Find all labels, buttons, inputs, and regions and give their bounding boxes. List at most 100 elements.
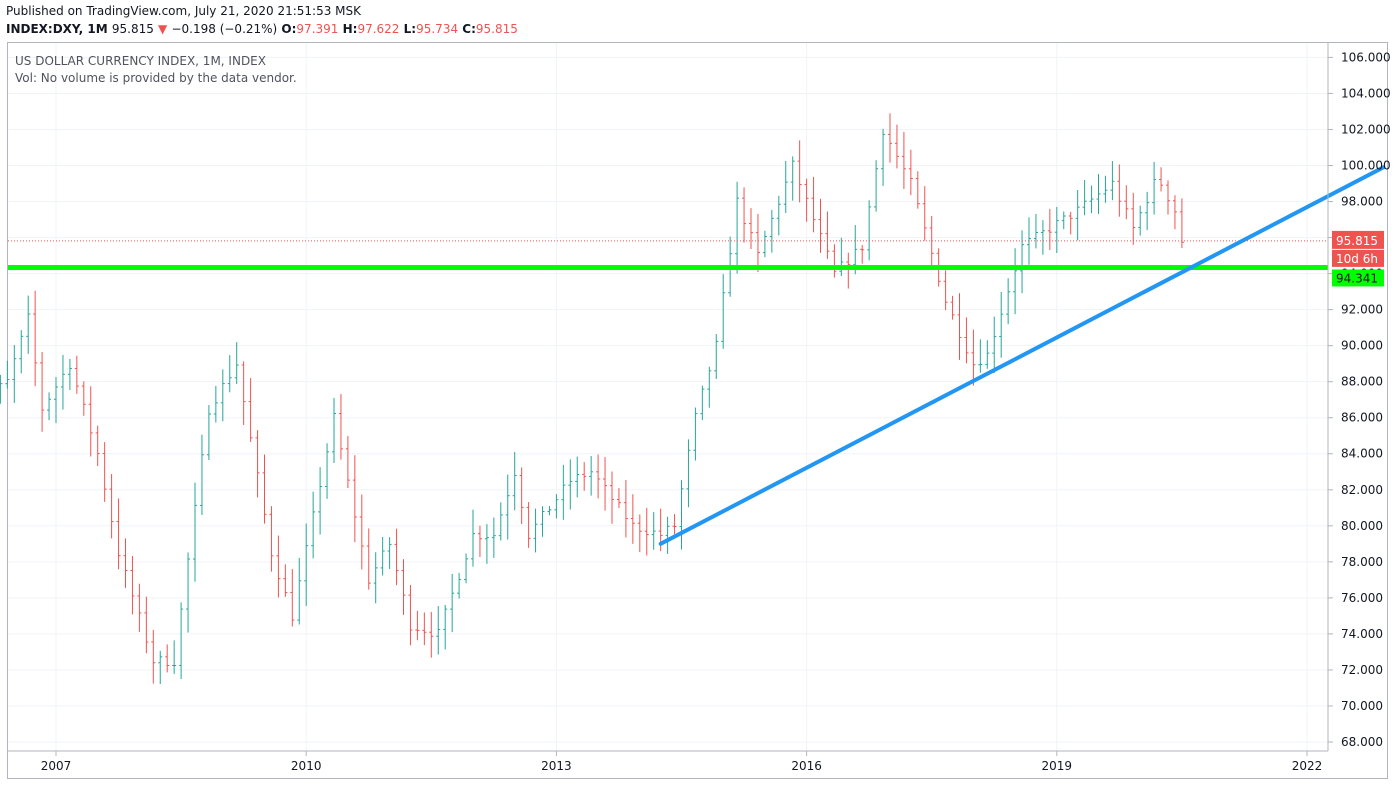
ohlc-bar[interactable]	[860, 245, 865, 264]
symbol-label[interactable]: INDEX:DXY, 1M	[6, 22, 108, 36]
ohlc-bar[interactable]	[1110, 161, 1115, 201]
ohlc-bar[interactable]	[1179, 198, 1184, 248]
ohlc-bar[interactable]	[846, 252, 851, 289]
ohlc-bar[interactable]	[332, 397, 336, 464]
ohlc-bar[interactable]	[234, 342, 239, 384]
ohlc-bar[interactable]	[186, 552, 191, 633]
ohlc-bar[interactable]	[1089, 185, 1094, 214]
ohlc-bar[interactable]	[366, 528, 371, 590]
ohlc-bar[interactable]	[436, 606, 441, 655]
ohlc-bar[interactable]	[311, 491, 316, 559]
ohlc-bar[interactable]	[269, 506, 274, 572]
ohlc-bar[interactable]	[130, 556, 135, 615]
ohlc-bar[interactable]	[623, 479, 628, 538]
ohlc-bar[interactable]	[491, 517, 496, 558]
ohlc-bar[interactable]	[721, 274, 726, 349]
ohlc-bar[interactable]	[477, 525, 482, 557]
ohlc-bar[interactable]	[408, 585, 413, 646]
ohlc-bar[interactable]	[352, 455, 357, 543]
ohlc-bar[interactable]	[672, 514, 677, 535]
ohlc-bar[interactable]	[797, 140, 802, 203]
ohlc-bar[interactable]	[804, 178, 809, 222]
ohlc-bar[interactable]	[151, 629, 156, 684]
ohlc-bar[interactable]	[992, 316, 997, 374]
ohlc-bar[interactable]	[832, 244, 837, 278]
ohlc-bar[interactable]	[596, 454, 601, 499]
ohlc-bar[interactable]	[874, 160, 879, 212]
ohlc-bar[interactable]	[12, 344, 17, 403]
ohlc-bar[interactable]	[957, 293, 962, 360]
ohlc-bar[interactable]	[1047, 208, 1052, 251]
ohlc-bar[interactable]	[929, 215, 934, 268]
ohlc-bar[interactable]	[610, 471, 614, 524]
ohlc-bar[interactable]	[915, 171, 920, 209]
ohlc-bar[interactable]	[1082, 179, 1087, 216]
ohlc-bar[interactable]	[630, 494, 635, 544]
ohlc-bar[interactable]	[241, 361, 246, 425]
ohlc-bar[interactable]	[1172, 195, 1177, 230]
ohlc-bar[interactable]	[304, 523, 309, 606]
ohlc-bar[interactable]	[95, 425, 100, 466]
trend-line[interactable]	[658, 165, 1386, 546]
ohlc-bar[interactable]	[888, 113, 892, 163]
ohlc-bar[interactable]	[783, 160, 788, 214]
ohlc-bar[interactable]	[290, 569, 295, 627]
ohlc-bar[interactable]	[742, 187, 747, 243]
ohlc-bar[interactable]	[1075, 190, 1080, 241]
ohlc-bar[interactable]	[380, 536, 385, 576]
ohlc-bar[interactable]	[123, 538, 128, 588]
ohlc-bar[interactable]	[693, 407, 698, 461]
ohlc-bar[interactable]	[811, 176, 816, 233]
ohlc-bar[interactable]	[498, 502, 503, 541]
ohlc-bar[interactable]	[790, 156, 795, 201]
ohlc-bar[interactable]	[818, 198, 823, 253]
ohlc-bar[interactable]	[33, 290, 38, 387]
ohlc-bar[interactable]	[908, 149, 913, 196]
ohlc-bar[interactable]	[755, 213, 760, 273]
ohlc-bar[interactable]	[881, 128, 886, 186]
ohlc-bar[interactable]	[484, 524, 489, 564]
ohlc-bar[interactable]	[839, 237, 844, 277]
ohlc-bar[interactable]	[5, 360, 10, 389]
ohlc-bar[interactable]	[47, 392, 52, 421]
ohlc-bar[interactable]	[1096, 174, 1101, 214]
ohlc-bar[interactable]	[158, 650, 163, 685]
ohlc-bar[interactable]	[735, 181, 740, 274]
ohlc-bar[interactable]	[554, 494, 559, 519]
ohlc-bar[interactable]	[276, 535, 281, 598]
ohlc-bar[interactable]	[679, 480, 684, 550]
ohlc-bar[interactable]	[582, 462, 587, 491]
ohlc-bar[interactable]	[1020, 230, 1025, 294]
ohlc-bar[interactable]	[1068, 211, 1073, 235]
ohlc-bar[interactable]	[964, 317, 969, 364]
ohlc-bar[interactable]	[561, 464, 566, 520]
ohlc-bar[interactable]	[526, 502, 531, 548]
ohlc-bar[interactable]	[373, 552, 378, 604]
ohlc-bar[interactable]	[749, 208, 753, 249]
ohlc-bar[interactable]	[943, 270, 948, 311]
ohlc-bar[interactable]	[519, 467, 524, 525]
ohlc-bar[interactable]	[213, 385, 218, 423]
ohlc-bar[interactable]	[700, 385, 705, 421]
ohlc-bar[interactable]	[74, 355, 79, 394]
ohlc-bar[interactable]	[297, 557, 302, 625]
ohlc-bar[interactable]	[172, 640, 177, 674]
ohlc-bar[interactable]	[637, 514, 642, 553]
ohlc-bar[interactable]	[901, 131, 906, 190]
ohlc-bar[interactable]	[769, 209, 774, 253]
ohlc-bar[interactable]	[776, 195, 781, 236]
ohlc-bar[interactable]	[318, 467, 323, 535]
ohlc-bar[interactable]	[220, 369, 225, 422]
ohlc-bar[interactable]	[616, 488, 621, 508]
ohlc-bar[interactable]	[60, 354, 65, 410]
ohlc-bar[interactable]	[54, 376, 58, 424]
ohlc-bar[interactable]	[1054, 206, 1059, 254]
ohlc-bar[interactable]	[1061, 211, 1066, 230]
ohlc-bar[interactable]	[0, 374, 3, 404]
ohlc-bar[interactable]	[707, 366, 712, 408]
ohlc-bar[interactable]	[109, 474, 114, 539]
ohlc-bar[interactable]	[471, 509, 475, 567]
ohlc-bar[interactable]	[922, 186, 927, 241]
ohlc-bar[interactable]	[971, 329, 976, 386]
ohlc-bar[interactable]	[415, 610, 420, 641]
